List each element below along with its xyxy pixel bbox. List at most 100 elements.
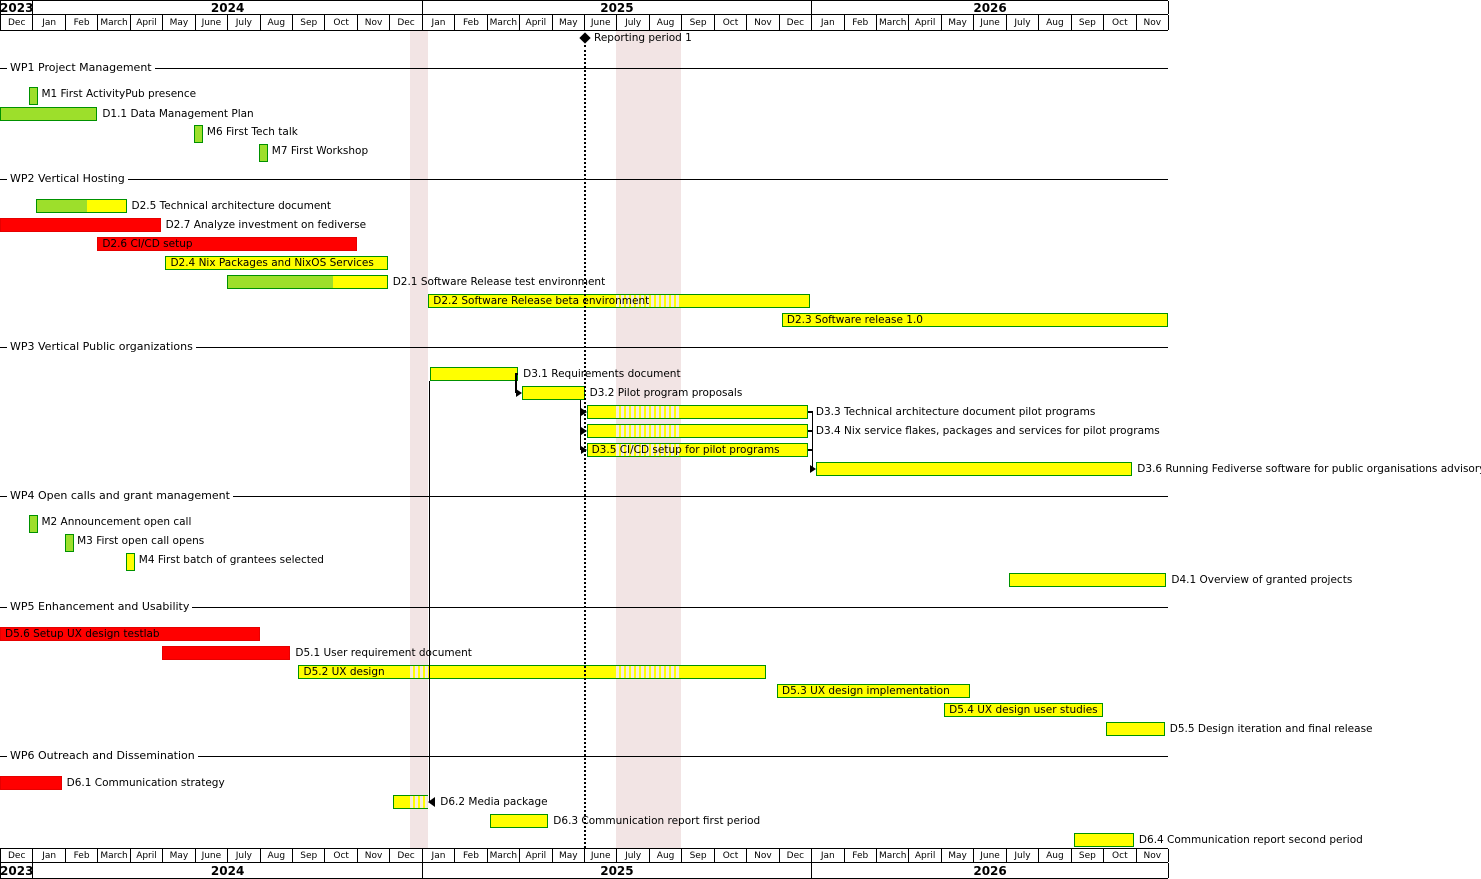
task-label: D5.5 Design iteration and final release — [1169, 723, 1373, 735]
wp-header-label: WP3 Vertical Public organizations — [7, 340, 196, 354]
task-bar-D3.3 — [586, 405, 808, 419]
task-label: D6.2 Media package — [440, 796, 548, 808]
milestone-label: M7 First Workshop — [271, 145, 369, 157]
milestone-label: M4 First batch of grantees selected — [138, 554, 324, 566]
task-label: D3.5 CI/CD setup for pilot programs — [591, 444, 780, 456]
holiday-hatch — [616, 666, 682, 678]
holiday-band — [410, 31, 429, 848]
month-cell: Aug — [650, 849, 683, 862]
dependency-arrow — [580, 445, 587, 454]
month-cell: July — [617, 15, 650, 30]
month-cell: Nov — [747, 849, 780, 862]
month-cell: Sep — [293, 15, 326, 30]
month-cell: Sep — [682, 849, 715, 862]
month-cell: Sep — [1072, 15, 1105, 30]
timeline-years-row: 2023 2024 2025 2026 — [0, 863, 1169, 879]
task-bar-D2.6: D2.6 CI/CD setup — [97, 237, 357, 251]
task-bar-D3.4 — [586, 424, 808, 438]
month-cell: Jan — [423, 849, 456, 862]
task-bar-D6.3 — [489, 814, 549, 828]
month-cell: Feb — [66, 849, 99, 862]
task-label: D6.1 Communication strategy — [66, 777, 225, 789]
milestone-M6 — [194, 125, 204, 143]
year-cell: 2023 — [0, 863, 34, 878]
task-bar-D2.2: D2.2 Software Release beta environment — [428, 294, 811, 308]
month-cell: Jan — [33, 15, 66, 30]
month-cell: Nov — [747, 15, 780, 30]
wp-header-label: WP6 Outreach and Dissemination — [7, 749, 198, 763]
year-cell: 2026 — [812, 1, 1169, 15]
task-bar-D2.3: D2.3 Software release 1.0 — [781, 313, 1168, 327]
month-cell: Dec — [1, 15, 34, 30]
dependency-arrow — [428, 797, 436, 807]
task-bar-D5.2: D5.2 UX design — [298, 665, 766, 679]
task-label: D3.4 Nix service flakes, packages and se… — [815, 425, 1160, 437]
holiday-hatch — [616, 406, 682, 418]
year-cell: 2024 — [33, 1, 423, 15]
reporting-milestone-icon — [578, 32, 591, 44]
holiday-hatch — [410, 666, 429, 678]
milestone-label: M2 Announcement open call — [41, 516, 192, 528]
holiday-hatch — [410, 796, 429, 808]
holiday-band — [616, 31, 682, 848]
milestone-label: M1 First ActivityPub presence — [41, 88, 197, 100]
holiday-hatch — [616, 425, 682, 437]
month-cell: Sep — [293, 849, 326, 862]
month-cell: Aug — [650, 15, 683, 30]
month-cell: May — [553, 15, 585, 30]
month-cell: Sep — [682, 15, 715, 30]
task-bar-D2.7 — [0, 218, 161, 232]
month-cell: Oct — [715, 15, 748, 30]
month-cell: March — [877, 849, 910, 862]
month-cell: May — [942, 15, 975, 30]
task-bar-D3.1 — [429, 367, 519, 381]
month-cell: Jan — [812, 849, 845, 862]
dependency-line — [515, 374, 517, 393]
task-bar-D5.6: D5.6 Setup UX design testlab — [0, 627, 260, 641]
dependency-arrow — [516, 388, 523, 397]
year-cell: 2024 — [33, 863, 423, 878]
task-bar-D3.6 — [815, 462, 1133, 476]
dependency-line — [428, 381, 431, 802]
holiday-hatch — [616, 444, 682, 456]
task-bar-D2.5 — [35, 199, 127, 213]
task-label: D2.4 Nix Packages and NixOS Services — [170, 257, 374, 269]
task-label: D2.1 Software Release test environment — [392, 276, 606, 288]
month-cell: Feb — [66, 15, 99, 30]
month-cell: June — [585, 15, 618, 30]
reporting-period-label: Reporting period 1 — [594, 32, 692, 44]
month-cell: Oct — [1104, 849, 1137, 862]
month-cell: Sep — [1072, 849, 1105, 862]
month-cell: July — [228, 15, 261, 30]
month-cell: Nov — [358, 849, 391, 862]
task-bar-D2.4: D2.4 Nix Packages and NixOS Services — [165, 256, 388, 270]
timeline-months-row: Dec Jan Feb March April May June July Aug Sep Oct N… — [0, 848, 1169, 863]
month-cell: March — [488, 849, 521, 862]
task-label: D5.6 Setup UX design testlab — [5, 628, 160, 640]
month-cell: March — [488, 15, 521, 30]
month-cell: April — [520, 849, 553, 862]
milestone-label: M3 First open call opens — [77, 535, 205, 547]
wp-header-label: WP5 Enhancement and Usability — [7, 600, 193, 614]
month-cell: March — [877, 15, 910, 30]
dependency-line — [811, 412, 814, 469]
month-cell: July — [1007, 15, 1040, 30]
task-label: D2.7 Analyze investment on fediverse — [165, 219, 367, 231]
task-label: D4.1 Overview of granted projects — [1171, 574, 1353, 586]
month-cell: April — [131, 15, 164, 30]
task-bar-D5.1 — [162, 646, 291, 660]
task-bar-D6.4 — [1073, 833, 1134, 847]
task-label: D6.3 Communication report first period — [553, 815, 761, 827]
task-label: D3.6 Running Fediverse software for publ… — [1137, 463, 1481, 475]
month-cell: June — [196, 15, 229, 30]
task-label: D2.5 Technical architecture document — [131, 200, 332, 212]
wp-header-label: WP4 Open calls and grant management — [7, 489, 233, 503]
month-cell: Nov — [1137, 849, 1169, 862]
task-label: D2.6 CI/CD setup — [102, 238, 193, 250]
dependency-line — [807, 411, 814, 413]
task-bar-D5.4: D5.4 UX design user studies — [944, 703, 1104, 717]
month-cell: May — [553, 849, 585, 862]
month-cell: June — [585, 849, 618, 862]
month-cell: March — [98, 849, 131, 862]
